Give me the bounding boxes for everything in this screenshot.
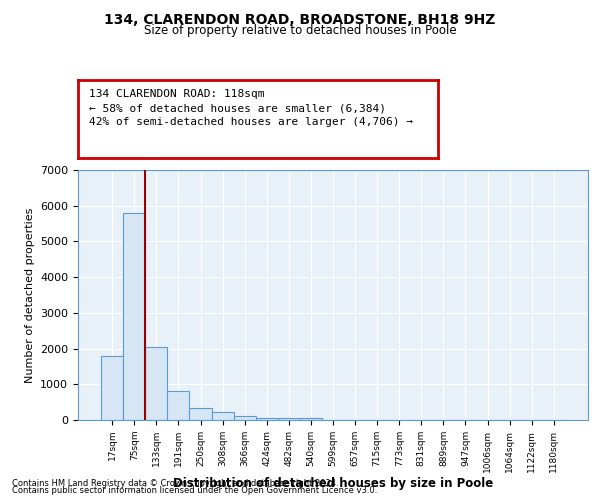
X-axis label: Distribution of detached houses by size in Poole: Distribution of detached houses by size … bbox=[173, 478, 493, 490]
Bar bbox=[145, 347, 167, 420]
Text: Contains public sector information licensed under the Open Government Licence v3: Contains public sector information licen… bbox=[12, 486, 377, 495]
Bar bbox=[123, 213, 145, 420]
Bar bbox=[212, 412, 233, 420]
Bar bbox=[190, 408, 212, 420]
Text: 134, CLARENDON ROAD, BROADSTONE, BH18 9HZ: 134, CLARENDON ROAD, BROADSTONE, BH18 9H… bbox=[104, 12, 496, 26]
Bar bbox=[278, 418, 300, 420]
Bar bbox=[256, 418, 278, 420]
Text: Size of property relative to detached houses in Poole: Size of property relative to detached ho… bbox=[143, 24, 457, 37]
Bar bbox=[101, 356, 123, 420]
Bar bbox=[233, 416, 256, 420]
Text: Contains HM Land Registry data © Crown copyright and database right 2024.: Contains HM Land Registry data © Crown c… bbox=[12, 478, 338, 488]
Bar bbox=[300, 418, 322, 420]
Bar bbox=[167, 392, 190, 420]
Y-axis label: Number of detached properties: Number of detached properties bbox=[25, 208, 35, 382]
Text: 134 CLARENDON ROAD: 118sqm
← 58% of detached houses are smaller (6,384)
42% of s: 134 CLARENDON ROAD: 118sqm ← 58% of deta… bbox=[89, 90, 413, 128]
